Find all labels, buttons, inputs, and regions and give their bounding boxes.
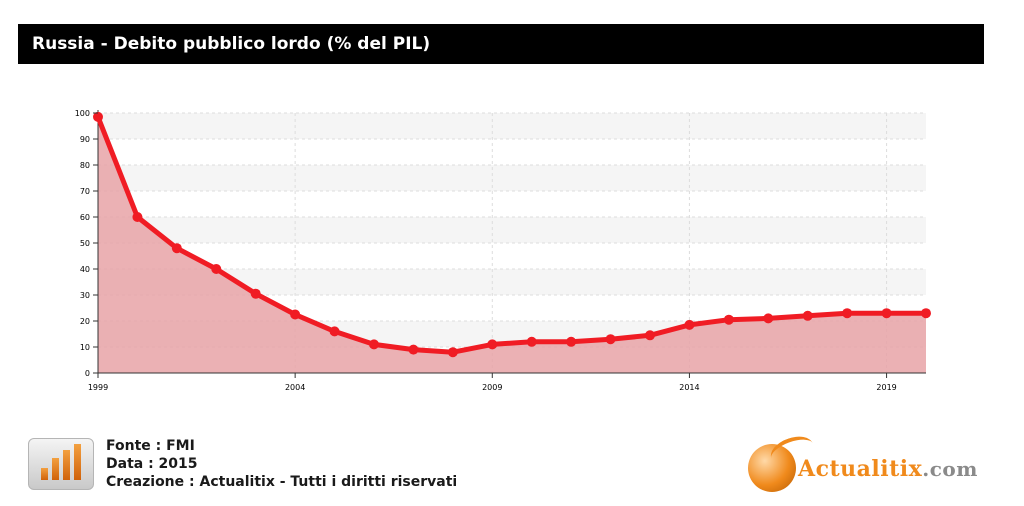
data-point bbox=[329, 326, 340, 337]
footer-credits: Fonte : FMI Data : 2015 Creazione : Actu… bbox=[106, 437, 457, 491]
chart-series-line bbox=[95, 114, 929, 355]
x-tick-label: 2014 bbox=[679, 383, 699, 392]
x-tick-label: 2004 bbox=[285, 383, 305, 392]
y-tick-label: 0 bbox=[85, 369, 90, 378]
data-point bbox=[171, 243, 182, 254]
logo-text: Actualitix.com bbox=[798, 456, 978, 482]
grid-band bbox=[98, 217, 926, 243]
data-point bbox=[93, 111, 103, 122]
footer-date: Data : 2015 bbox=[106, 456, 198, 472]
y-tick-label: 80 bbox=[80, 161, 90, 170]
chart-stats-icon bbox=[28, 438, 94, 490]
grid-band bbox=[98, 113, 926, 139]
y-tick-label: 10 bbox=[80, 343, 90, 352]
data-point bbox=[369, 339, 379, 350]
globe-icon bbox=[748, 444, 796, 492]
y-axis-ticks: 0 10 20 30 40 50 60 70 80 90 100 bbox=[75, 109, 98, 378]
data-point bbox=[802, 310, 813, 321]
area-fill bbox=[98, 116, 926, 374]
data-point bbox=[526, 336, 537, 347]
data-point bbox=[881, 308, 892, 319]
data-point bbox=[250, 288, 261, 299]
x-tick-label: 2019 bbox=[876, 383, 896, 392]
data-point bbox=[211, 264, 222, 274]
y-tick-label: 20 bbox=[80, 317, 90, 326]
grid-band bbox=[98, 165, 926, 191]
data-point bbox=[921, 308, 931, 319]
logo-suffix: .com bbox=[922, 457, 978, 481]
data-point bbox=[763, 313, 774, 324]
y-tick-label: 50 bbox=[80, 239, 90, 248]
chart-axes bbox=[97, 110, 926, 374]
data-point bbox=[605, 334, 616, 345]
data-point bbox=[645, 330, 655, 341]
x-axis-ticks: 1999 2004 2009 2014 2019 bbox=[88, 373, 897, 392]
x-tick-label: 1999 bbox=[88, 383, 108, 392]
y-tick-label: 70 bbox=[80, 187, 90, 196]
data-point bbox=[723, 314, 734, 325]
footer-credit: Creazione : Actualitix - Tutti i diritti… bbox=[106, 474, 458, 490]
data-point bbox=[487, 339, 498, 350]
y-tick-label: 40 bbox=[80, 265, 90, 274]
data-point bbox=[408, 344, 419, 355]
footer-source: Fonte : FMI bbox=[106, 438, 195, 454]
data-point bbox=[290, 309, 301, 320]
series-line bbox=[95, 114, 929, 355]
chart-title-bar: Russia - Debito pubblico lordo (% del PI… bbox=[18, 24, 984, 64]
data-point bbox=[447, 347, 458, 358]
line-area-chart: 0 10 20 30 40 50 60 70 80 90 100 1999 2004 2009 2014 2… bbox=[75, 109, 931, 392]
actualitix-logo[interactable]: Actualitix.com bbox=[748, 431, 988, 494]
data-point bbox=[842, 308, 853, 319]
chart-area-fill bbox=[98, 116, 926, 374]
data-point bbox=[684, 319, 695, 330]
data-point bbox=[566, 336, 577, 347]
chart-title: Russia - Debito pubblico lordo (% del PI… bbox=[32, 34, 431, 54]
y-tick-label: 60 bbox=[80, 213, 90, 222]
y-tick-label: 100 bbox=[75, 109, 90, 118]
data-point bbox=[132, 212, 143, 222]
x-tick-label: 2009 bbox=[482, 383, 502, 392]
chart-points bbox=[93, 111, 931, 358]
logo-name: Actualitix bbox=[798, 456, 923, 482]
y-tick-label: 90 bbox=[80, 135, 90, 144]
y-tick-label: 30 bbox=[80, 291, 90, 300]
